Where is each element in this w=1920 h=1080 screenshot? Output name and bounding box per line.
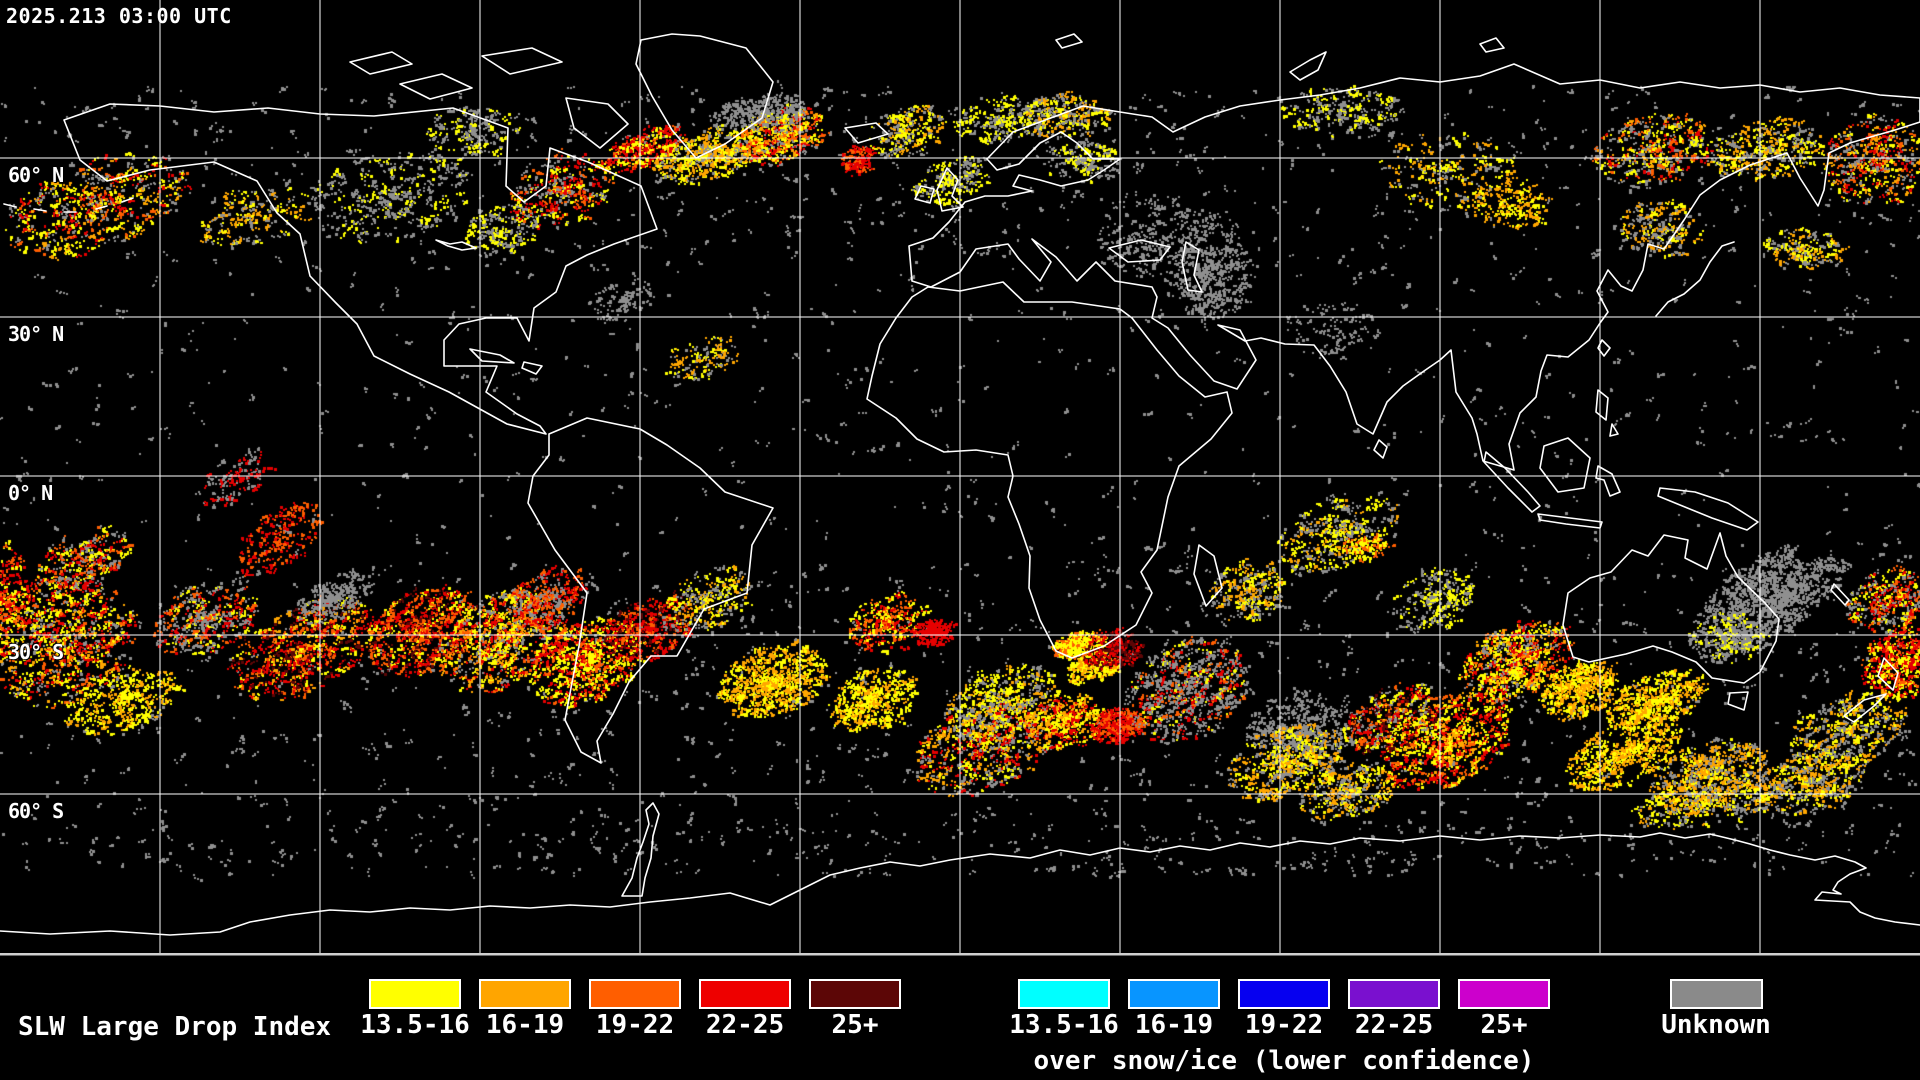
legend-class-item: 22-25 (690, 956, 800, 1038)
legend-class-item: 25+ (800, 956, 910, 1038)
legend-unknown-label: Unknown (1661, 1010, 1771, 1040)
legend-class-item: 25+ (1449, 956, 1559, 1038)
legend-class-item: 19-22 (1229, 956, 1339, 1038)
legend-swatch (589, 979, 681, 1009)
legend-swatch (479, 979, 571, 1009)
timestamp: 2025.213 03:00 UTC (6, 4, 232, 28)
legend-class-label: 25+ (831, 1010, 879, 1040)
legend-snowice-classes: 13.5-16 16-19 19-22 22-25 25+ (1009, 956, 1559, 1038)
legend-class-label: 22-25 (705, 1010, 785, 1040)
legend-swatch (1128, 979, 1220, 1009)
legend-class-label: 19-22 (1244, 1010, 1324, 1040)
legend-swatch (809, 979, 901, 1009)
legend-class-label: 13.5-16 (360, 1010, 470, 1040)
coastlines (0, 33, 1920, 936)
legend-warm-classes: 13.5-16 16-19 19-22 22-25 25+ (360, 956, 910, 1038)
legend-unknown-item: Unknown (1660, 956, 1772, 1038)
legend-class-item: 22-25 (1339, 956, 1449, 1038)
legend-swatch (1018, 979, 1110, 1009)
legend-class-label: 25+ (1480, 1010, 1528, 1040)
legend-class-item: 19-22 (580, 956, 690, 1038)
legend-class-item: 16-19 (1119, 956, 1229, 1038)
coastline-grid-layer (0, 0, 1920, 956)
world-map: 60° N 30° N 0° N 30° S 60° S 2025.213 03:00 … (0, 0, 1920, 956)
legend-class-item: 16-19 (470, 956, 580, 1038)
latitude-label: 30° N (8, 322, 64, 346)
grid-lines (0, 0, 1920, 953)
latitude-label: 30° S (8, 640, 64, 664)
legend-swatch (1458, 979, 1550, 1009)
legend-class-label: 16-19 (485, 1010, 565, 1040)
latitude-label: 60° N (8, 163, 64, 187)
legend-class-label: 13.5-16 (1009, 1010, 1119, 1040)
latitude-label: 60° S (8, 799, 64, 823)
legend-swatch (369, 979, 461, 1009)
latitude-label: 0° N (8, 481, 53, 505)
legend-class-label: 16-19 (1134, 1010, 1214, 1040)
legend-swatch (1238, 979, 1330, 1009)
legend-class-label: 22-25 (1354, 1010, 1434, 1040)
legend-swatch (699, 979, 791, 1009)
legend-snowice-caption: over snow/ice (lower confidence) (1033, 1046, 1535, 1076)
legend-bar: SLW Large Drop Index 13.5-16 16-19 19-22 22… (0, 956, 1920, 1080)
legend-swatch (1348, 979, 1440, 1009)
legend-class-label: 19-22 (595, 1010, 675, 1040)
legend-unknown-swatch (1669, 979, 1763, 1009)
legend-class-item: 13.5-16 (1009, 956, 1119, 1038)
legend-title: SLW Large Drop Index (18, 1012, 332, 1042)
legend-class-item: 13.5-16 (360, 956, 470, 1038)
